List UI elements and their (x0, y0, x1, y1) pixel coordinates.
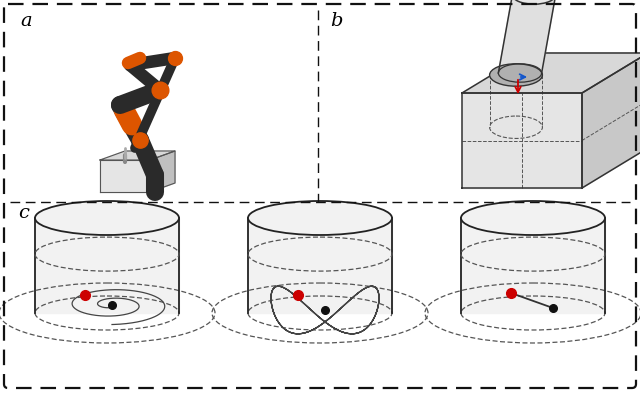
Polygon shape (100, 160, 150, 192)
Text: a: a (20, 12, 31, 30)
Polygon shape (462, 53, 640, 93)
Polygon shape (248, 218, 392, 313)
Text: b: b (330, 12, 342, 30)
Polygon shape (35, 218, 179, 313)
Ellipse shape (513, 0, 556, 4)
Polygon shape (462, 93, 582, 188)
Polygon shape (582, 53, 640, 188)
Ellipse shape (35, 201, 179, 235)
Ellipse shape (248, 201, 392, 235)
Polygon shape (461, 218, 605, 313)
Text: c: c (18, 204, 29, 222)
Ellipse shape (461, 201, 605, 235)
Polygon shape (100, 151, 175, 160)
Ellipse shape (490, 64, 543, 86)
Polygon shape (150, 151, 175, 192)
Polygon shape (499, 0, 556, 73)
